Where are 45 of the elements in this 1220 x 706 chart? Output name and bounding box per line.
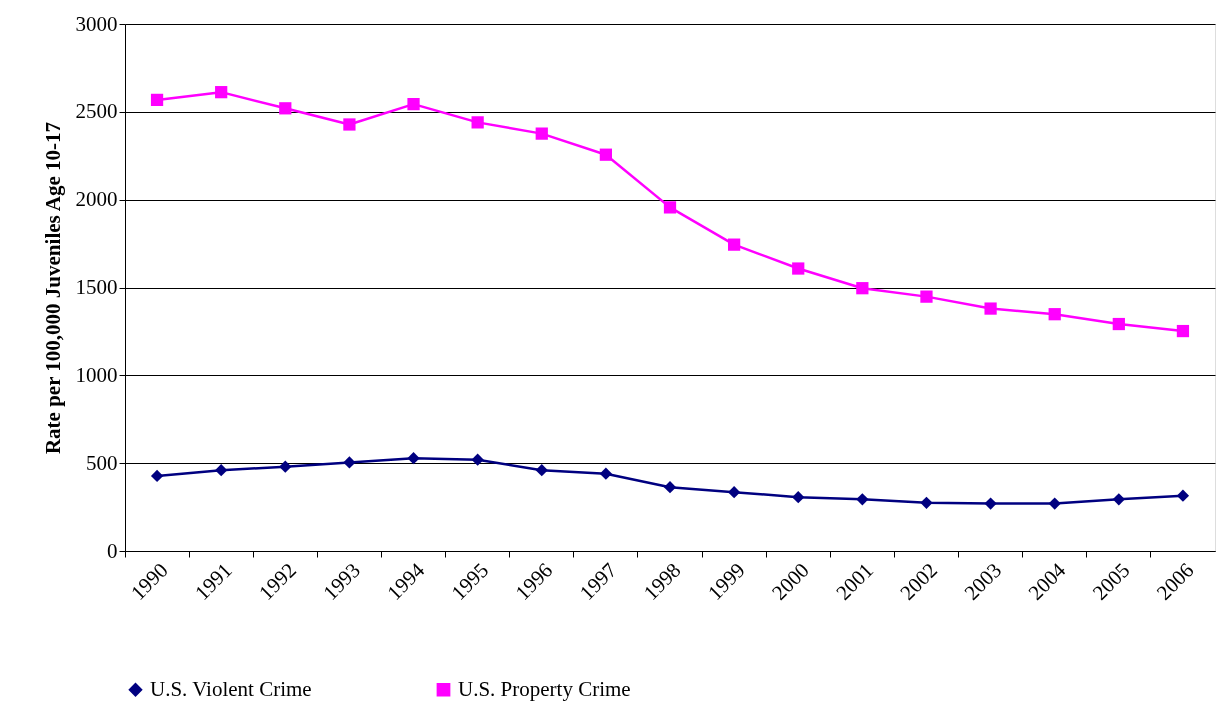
point [535,127,548,140]
point [343,456,356,469]
point [727,238,741,251]
point [150,469,164,483]
point [1176,489,1190,502]
point [279,102,292,115]
point [407,97,420,111]
point [792,262,805,275]
point [856,282,869,295]
point [920,290,933,303]
point [471,116,484,129]
y-tick-label: 2000 [75,187,118,212]
point [727,486,741,499]
point [920,496,933,509]
point [535,464,548,477]
point [599,148,613,161]
point [215,86,228,99]
point [792,491,805,504]
point [1112,317,1125,331]
legend-label: U.S. Property Crime [458,676,631,701]
y-tick-label: 2500 [75,99,118,124]
point [1048,308,1061,321]
point [1112,493,1125,506]
point [856,493,869,506]
point [1176,324,1190,338]
y-tick-label: 1000 [75,362,118,387]
point [279,460,292,473]
point [150,93,164,107]
y-tick-label: 500 [86,450,118,475]
point [1048,497,1061,510]
point [471,453,484,466]
point [599,467,613,480]
x-tick-label: 1991 [190,558,237,605]
y-tick-label: 3000 [75,11,118,36]
y-tick-label: 0 [107,538,118,563]
point [407,452,420,465]
point [663,201,677,214]
point [663,481,677,494]
point [984,302,997,315]
y-axis-title: Rate per 100,000 Juveniles Age 10-17 [40,121,65,455]
point [984,497,997,510]
y-tick-label: 1500 [75,275,118,299]
point [343,118,356,131]
point [215,464,228,477]
legend-label: U.S. Violent Crime [150,676,312,701]
